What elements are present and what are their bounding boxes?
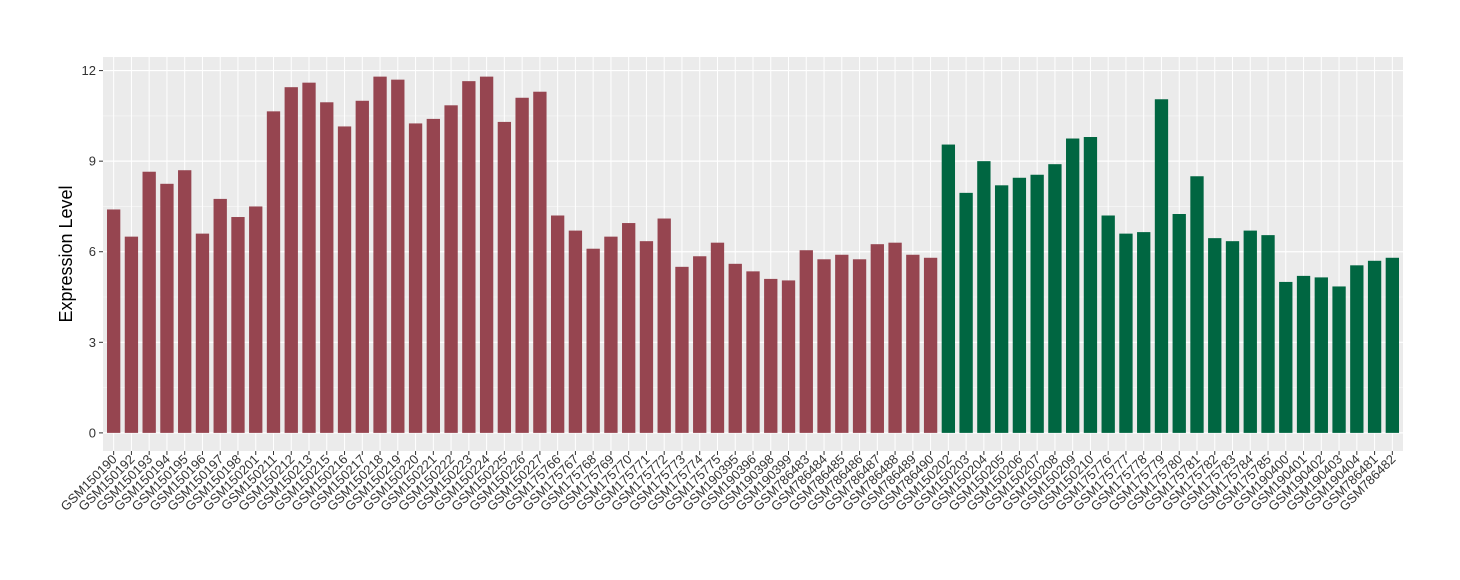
- bar-GSM175770: [622, 223, 636, 433]
- bar-GSM150201: [249, 206, 263, 433]
- bar-GSM150222: [444, 105, 458, 433]
- bar-GSM150204: [977, 161, 991, 433]
- bar-GSM190400: [1279, 281, 1293, 433]
- bar-GSM150198: [231, 217, 245, 433]
- bar-GSM190398: [764, 278, 778, 433]
- bar-GSM150219: [391, 79, 405, 433]
- bar-GSM150223: [462, 81, 476, 433]
- bar-GSM175774: [693, 256, 707, 433]
- bar-GSM150213: [302, 82, 316, 433]
- bar-GSM150205: [994, 185, 1009, 433]
- y-tick-label: 6: [89, 244, 96, 259]
- bar-GSM150195: [178, 170, 192, 433]
- bar-GSM175772: [657, 218, 671, 433]
- bar-GSM150224: [479, 76, 494, 433]
- bar-GSM150194: [160, 183, 174, 433]
- bar-GSM175773: [675, 266, 689, 433]
- x-axis-ticks: GSM150190GSM150192GSM150193GSM150194GSM1…: [58, 451, 1398, 514]
- bar-GSM150208: [1048, 164, 1062, 433]
- y-axis-ticks: 0 3 6 9 12: [82, 63, 103, 440]
- bar-GSM150196: [195, 233, 210, 433]
- bar-GSM150192: [124, 236, 139, 433]
- bar-GSM150209: [1066, 138, 1080, 433]
- bar-GSM175784: [1243, 230, 1257, 433]
- bar-GSM175767: [568, 230, 583, 433]
- bar-GSM150217: [355, 100, 369, 433]
- bar-GSM190404: [1350, 265, 1364, 433]
- bar-GSM786484: [817, 259, 831, 433]
- bar-GSM190403: [1332, 286, 1346, 433]
- bar-GSM786488: [888, 242, 902, 433]
- bar-GSM786482: [1385, 257, 1400, 433]
- y-tick-label: 0: [89, 425, 96, 440]
- bar-GSM175777: [1119, 233, 1133, 433]
- bar-GSM190402: [1314, 277, 1328, 433]
- bar-GSM175780: [1172, 213, 1186, 433]
- bar-GSM150212: [284, 87, 298, 433]
- bar-GSM175769: [604, 236, 618, 433]
- bar-GSM150197: [213, 198, 227, 433]
- bars: [106, 76, 1400, 433]
- bar-GSM786489: [906, 254, 920, 433]
- bar-GSM175781: [1190, 176, 1204, 433]
- bar-GSM175782: [1208, 238, 1222, 433]
- bar-GSM786483: [799, 250, 813, 433]
- bar-GSM150207: [1030, 174, 1044, 433]
- bar-GSM190399: [781, 280, 796, 433]
- bar-GSM150221: [426, 118, 440, 433]
- bar-GSM175768: [586, 248, 600, 433]
- bar-GSM150218: [373, 76, 387, 433]
- bar-GSM190396: [746, 271, 760, 433]
- y-tick-label: 9: [89, 154, 96, 169]
- bar-GSM150216: [337, 126, 352, 433]
- bar-GSM175783: [1225, 241, 1240, 433]
- bar-GSM150215: [320, 102, 334, 433]
- bar-GSM175778: [1137, 232, 1151, 433]
- bar-GSM150225: [497, 121, 512, 433]
- bar-GSM150202: [941, 144, 956, 433]
- bar-GSM190401: [1296, 275, 1311, 433]
- y-tick-label: 12: [82, 63, 96, 78]
- bar-GSM150203: [959, 192, 973, 433]
- bar-GSM190395: [728, 263, 742, 433]
- bar-GSM175785: [1261, 235, 1275, 433]
- bar-GSM786486: [852, 259, 867, 433]
- bar-GSM150211: [266, 111, 281, 433]
- y-tick-label: 3: [89, 335, 96, 350]
- bar-GSM150190: [106, 209, 121, 433]
- bar-GSM175771: [639, 241, 654, 433]
- bar-GSM150206: [1012, 177, 1027, 433]
- bar-GSM150226: [515, 97, 529, 433]
- bar-GSM175776: [1101, 215, 1115, 433]
- bar-GSM175775: [710, 242, 725, 433]
- bar-GSM175766: [550, 215, 565, 433]
- bar-GSM150227: [533, 91, 547, 433]
- bar-GSM150210: [1083, 137, 1098, 433]
- bar-GSM150193: [142, 171, 156, 433]
- bar-GSM786485: [835, 254, 849, 433]
- bar-GSM175779: [1154, 99, 1169, 433]
- bar-GSM150220: [408, 123, 423, 433]
- bar-GSM786487: [870, 244, 884, 433]
- bar-GSM786481: [1367, 260, 1382, 433]
- y-axis-title: Expression Level: [56, 185, 76, 322]
- bar-GSM786490: [923, 257, 938, 433]
